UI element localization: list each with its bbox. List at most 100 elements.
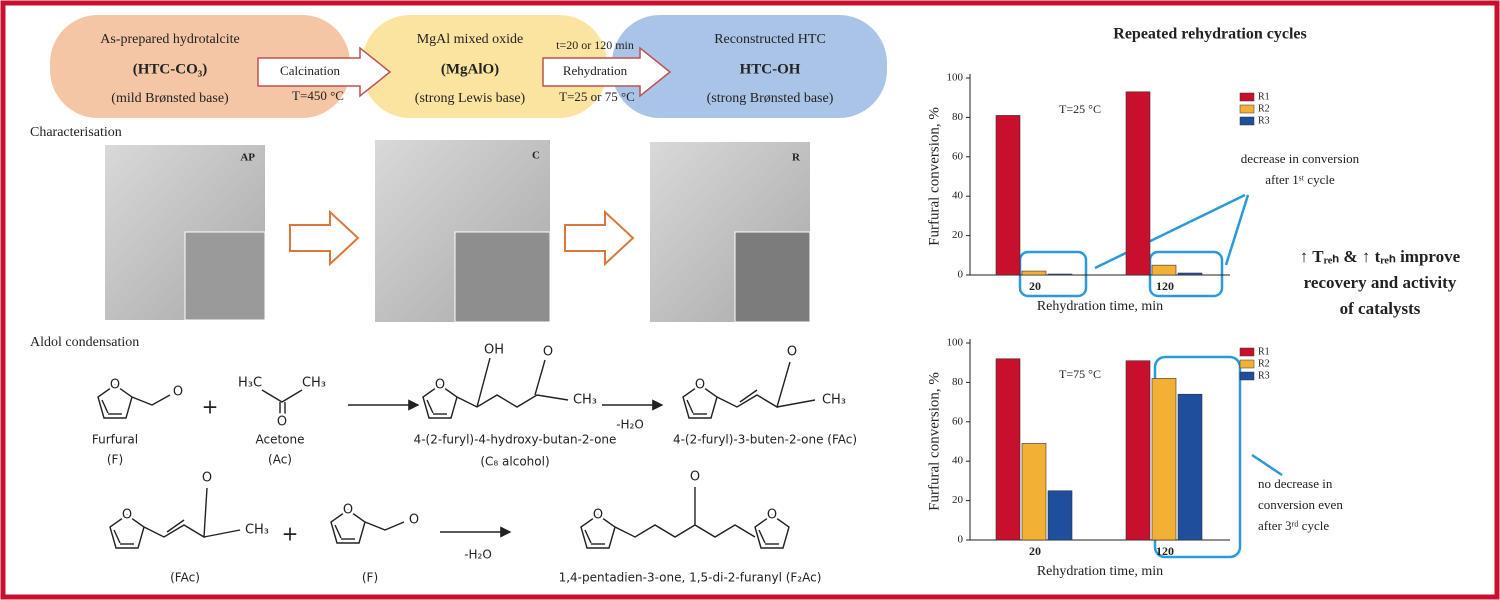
compound-label: (FAc)	[170, 571, 200, 585]
conclusion: ↑ Tᵣₑₕ & ↑ tᵣₑₕ improve	[1300, 247, 1461, 266]
arrow-label: T=25 or 75 °C	[559, 89, 635, 104]
y-tick-label: 80	[952, 376, 964, 388]
arrow-label: Calcination	[280, 63, 340, 78]
hollow-arrow	[564, 209, 635, 267]
atom-label: O	[435, 378, 445, 393]
step-text: (strong Brønsted base)	[707, 91, 834, 106]
compound-label: (F)	[107, 453, 123, 467]
x-axis-label: Rehydration time, min	[1037, 299, 1163, 314]
legend-swatch	[1239, 92, 1255, 102]
bar	[1021, 270, 1047, 276]
step-shape	[50, 15, 350, 118]
legend-label: R3	[1258, 115, 1270, 126]
panel-label: C	[532, 150, 540, 162]
arrow-label: t=20 or 120 min	[556, 38, 634, 52]
y-tick-label: 60	[952, 415, 964, 427]
legend-swatch	[1239, 116, 1255, 126]
compound-label: 4-(2-furyl)-4-hydroxy-butan-2-one	[414, 433, 617, 447]
legend-swatch	[1239, 104, 1255, 114]
atom-label: O	[787, 345, 797, 360]
conclusion: of catalysts	[1340, 299, 1421, 318]
note: after 3ʳᵈ cycle	[1258, 518, 1329, 533]
legend-label: R1	[1258, 346, 1270, 357]
section-title: Aldol condensation	[30, 335, 139, 350]
flow-arrow	[542, 46, 672, 98]
bar	[1151, 264, 1177, 276]
y-tick-label: 0	[958, 269, 964, 281]
note: decrease in conversion	[1241, 151, 1360, 166]
structures	[97, 357, 816, 549]
bar	[1125, 360, 1151, 541]
bar	[1151, 378, 1177, 541]
bar	[1047, 490, 1073, 541]
x-axis-label: Rehydration time, min	[1037, 564, 1163, 579]
legend-label: R3	[1258, 370, 1270, 381]
panel-label: R	[792, 152, 801, 164]
step-text: As-prepared hydrotalcite	[100, 32, 240, 47]
note: conversion even	[1258, 497, 1343, 512]
bar	[1125, 91, 1151, 276]
y-tick-label: 60	[952, 150, 964, 162]
section-title: Characterisation	[30, 125, 122, 140]
compound-label: (F)	[362, 571, 378, 585]
atom-label: O	[277, 415, 287, 430]
atom-label: OH	[484, 343, 504, 358]
bar	[1177, 393, 1203, 541]
flow-arrow	[257, 46, 392, 98]
legend-label: R1	[1258, 91, 1270, 102]
note: no decrease in	[1258, 476, 1333, 491]
atom-label: H₃C	[238, 376, 262, 391]
arrow-label: Rehydration	[563, 63, 628, 78]
atom-label: O	[593, 508, 603, 523]
atom-label: O	[343, 503, 353, 518]
y-tick-label: 100	[947, 72, 964, 84]
atom-label: O	[690, 470, 700, 485]
x-tick-label: 120	[1156, 544, 1174, 558]
y-tick-label: 20	[952, 229, 964, 241]
atom-label: O	[173, 385, 183, 400]
bar	[1047, 273, 1073, 276]
atom-label: CH₃	[302, 376, 326, 391]
legend-swatch	[1239, 371, 1255, 381]
atom-label: O	[767, 508, 777, 523]
y-axis-label: Furfural conversion, %	[926, 372, 942, 511]
hollow-arrow	[289, 209, 360, 267]
plus: +	[202, 395, 219, 419]
y-tick-label: 80	[952, 111, 964, 123]
micrograph-inset	[734, 231, 811, 323]
panel-label: AP	[240, 152, 255, 164]
bar	[1177, 272, 1203, 276]
atom-label: O	[409, 513, 419, 528]
charts-title: Repeated rehydration cycles	[1113, 26, 1306, 43]
step-text: (HTC-CO₃)	[133, 61, 208, 77]
atom-label: O	[110, 378, 120, 393]
atom-label: O	[122, 508, 132, 523]
atom-label: O	[695, 378, 705, 393]
bar	[995, 358, 1021, 541]
plus: +	[282, 522, 299, 546]
compound-label: Furfural	[92, 433, 138, 447]
step-text: (strong Lewis base)	[415, 91, 526, 106]
step-shape	[612, 15, 887, 118]
micrograph-inset	[454, 231, 551, 323]
atom-label: CH₃	[245, 523, 269, 538]
micrograph-inset	[184, 231, 266, 321]
reaction-label: -H₂O	[616, 418, 644, 432]
step-text: HTC-OH	[740, 61, 801, 77]
y-axis-label: Furfural conversion, %	[926, 107, 942, 246]
y-tick-label: 100	[947, 337, 964, 349]
atom-label: CH₃	[573, 393, 597, 408]
step-text: MgAl mixed oxide	[417, 32, 524, 47]
legend-swatch	[1239, 359, 1255, 369]
compound-label: (Ac)	[268, 453, 292, 467]
atom-label: O	[202, 471, 212, 486]
bar	[995, 115, 1021, 276]
step-text: (mild Brønsted base)	[111, 91, 229, 106]
arrow-label: T=450 °C	[292, 88, 344, 103]
compound-label: 1,4-pentadien-3-one, 1,5-di-2-furanyl (F…	[559, 571, 822, 585]
legend-label: R2	[1258, 358, 1270, 369]
y-tick-label: 20	[952, 494, 964, 506]
legend-swatch	[1239, 347, 1255, 357]
step-shape	[362, 15, 607, 118]
